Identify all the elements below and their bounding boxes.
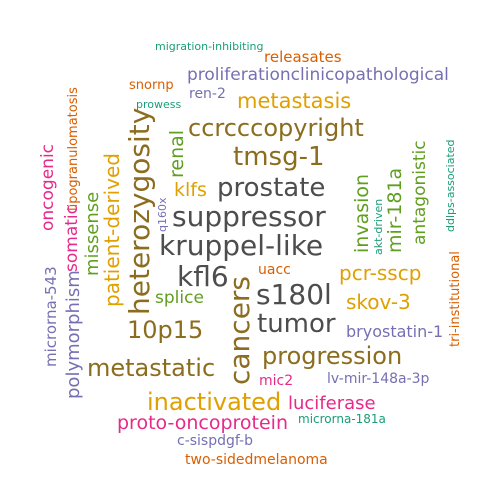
word-tmsg-1: tmsg-1 (233, 142, 325, 172)
word-metastatic: metastatic (87, 354, 216, 382)
word-prostate: prostate (217, 173, 326, 203)
word-releasates: releasates (264, 48, 342, 66)
word-q160x: q160x (156, 197, 169, 233)
word-akt-driven: akt-driven (372, 198, 385, 255)
word-metastasis: metastasis (237, 89, 352, 113)
word-inactivated: inactivated (147, 388, 282, 416)
word-heterozygosity: heterozygosity (123, 107, 156, 315)
word-mir-181a: mir-181a (384, 167, 406, 253)
word-patient-derived: patient-derived (100, 152, 124, 307)
word-tri-institutional: tri-institutional (448, 251, 463, 347)
word-bryostatin-1: bryostatin-1 (346, 322, 444, 341)
word-microrna-181a: microrna-181a (298, 412, 386, 426)
word-uacc: uacc (258, 262, 291, 278)
word-two-sidedmelanoma: two-sidedmelanoma (185, 452, 328, 468)
word-lv-mir-148a-3p: lv-mir-148a-3p (327, 371, 430, 387)
word-oncogenic: oncogenic (38, 143, 58, 231)
word-proto-oncoprotein: proto-oncoprotein (117, 412, 288, 434)
word-cancers: cancers (223, 275, 256, 385)
word-klfs: klfs (174, 179, 207, 201)
word-splice: splice (155, 288, 204, 308)
word-s180l: s180l (256, 278, 332, 311)
word-kruppel-like: kruppel-like (159, 229, 324, 262)
word-pcr-sscp: pcr-sscp (339, 261, 422, 285)
word-mic2: mic2 (259, 373, 294, 389)
word-tumor: tumor (257, 309, 336, 339)
word-proliferationclinicopathological: proliferationclinicopathological (187, 65, 449, 85)
word-microrna-543: microrna-543 (42, 266, 60, 367)
word-skov-3: skov-3 (346, 290, 411, 314)
word-suppressor: suppressor (172, 200, 326, 233)
word-c-sispdgf-b: c-sispdgf-b (177, 433, 253, 449)
word-missense: missense (82, 191, 103, 276)
word-progression: progression (262, 342, 403, 370)
word-kfl6: kfl6 (177, 260, 229, 293)
word-ren-2: ren-2 (189, 86, 226, 102)
word-ccrcccopyright: ccrcccopyright (188, 114, 364, 142)
word-luciferase: luciferase (288, 393, 376, 414)
word-polymorphism: polymorphism (63, 270, 84, 399)
word-invasion: invasion (351, 173, 373, 253)
word-renal: renal (166, 129, 188, 178)
word-10p15: 10p15 (127, 316, 204, 344)
word-antagonistic: antagonistic (410, 140, 430, 245)
word-ddlps-associated: ddlps-associated (444, 139, 457, 232)
word-prowess: prowess (136, 98, 182, 111)
word-lipogranulomatosis: lipogranulomatosis (66, 87, 81, 211)
word-migration-inhibiting: migration-inhibiting (155, 40, 264, 53)
word-somatic: somatic (62, 205, 82, 272)
word-snornp: snornp (129, 78, 174, 93)
